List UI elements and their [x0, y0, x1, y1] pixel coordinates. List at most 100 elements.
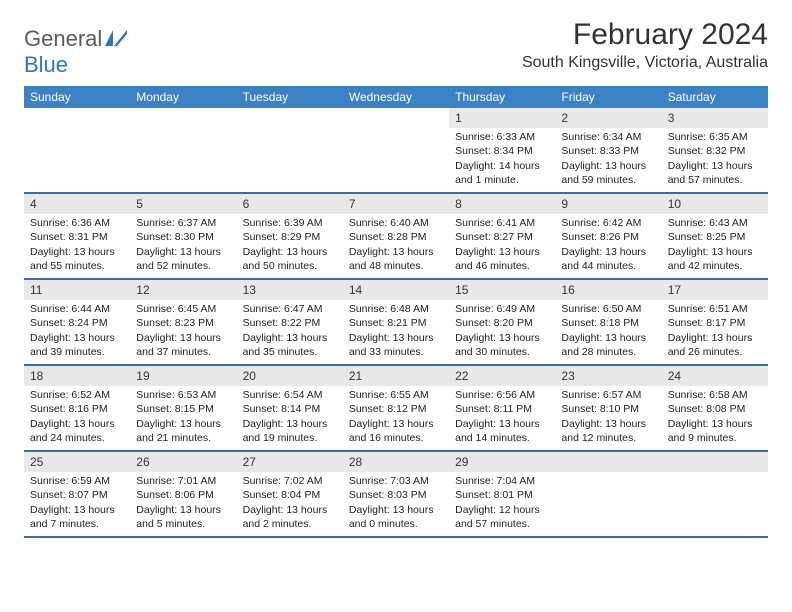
daylight-text: Daylight: 13 hours and 57 minutes. [668, 159, 762, 187]
daylight-text: Daylight: 13 hours and 39 minutes. [30, 331, 124, 359]
week-row: 1Sunrise: 6:33 AMSunset: 8:34 PMDaylight… [24, 108, 768, 194]
daylight-text: Daylight: 13 hours and 48 minutes. [349, 245, 443, 273]
day-body: Sunrise: 6:54 AMSunset: 8:14 PMDaylight:… [237, 386, 343, 449]
day-cell [662, 452, 768, 536]
day-body: Sunrise: 6:51 AMSunset: 8:17 PMDaylight:… [662, 300, 768, 363]
daylight-text: Daylight: 13 hours and 50 minutes. [243, 245, 337, 273]
sunset-text: Sunset: 8:08 PM [668, 402, 762, 416]
sunset-text: Sunset: 8:04 PM [243, 488, 337, 502]
daylight-text: Daylight: 13 hours and 59 minutes. [561, 159, 655, 187]
day-cell: 12Sunrise: 6:45 AMSunset: 8:23 PMDayligh… [130, 280, 236, 364]
week-row: 25Sunrise: 6:59 AMSunset: 8:07 PMDayligh… [24, 452, 768, 538]
day-body: Sunrise: 6:34 AMSunset: 8:33 PMDaylight:… [555, 128, 661, 191]
day-cell: 29Sunrise: 7:04 AMSunset: 8:01 PMDayligh… [449, 452, 555, 536]
calendar: Sunday Monday Tuesday Wednesday Thursday… [24, 86, 768, 538]
sunrise-text: Sunrise: 6:52 AM [30, 388, 124, 402]
sunset-text: Sunset: 8:06 PM [136, 488, 230, 502]
sunrise-text: Sunrise: 6:56 AM [455, 388, 549, 402]
day-cell: 20Sunrise: 6:54 AMSunset: 8:14 PMDayligh… [237, 366, 343, 450]
day-number: 16 [555, 280, 661, 300]
sunrise-text: Sunrise: 6:35 AM [668, 130, 762, 144]
day-body: Sunrise: 6:39 AMSunset: 8:29 PMDaylight:… [237, 214, 343, 277]
day-headers-row: Sunday Monday Tuesday Wednesday Thursday… [24, 86, 768, 108]
daylight-text: Daylight: 13 hours and 12 minutes. [561, 417, 655, 445]
day-number: 20 [237, 366, 343, 386]
sunset-text: Sunset: 8:27 PM [455, 230, 549, 244]
header: General Blue February 2024 South Kingsvi… [24, 18, 768, 78]
day-number: 18 [24, 366, 130, 386]
sunrise-text: Sunrise: 6:55 AM [349, 388, 443, 402]
sunset-text: Sunset: 8:20 PM [455, 316, 549, 330]
day-body: Sunrise: 6:35 AMSunset: 8:32 PMDaylight:… [662, 128, 768, 191]
day-body: Sunrise: 6:52 AMSunset: 8:16 PMDaylight:… [24, 386, 130, 449]
day-cell: 21Sunrise: 6:55 AMSunset: 8:12 PMDayligh… [343, 366, 449, 450]
day-number: 21 [343, 366, 449, 386]
day-cell: 7Sunrise: 6:40 AMSunset: 8:28 PMDaylight… [343, 194, 449, 278]
daylight-text: Daylight: 13 hours and 37 minutes. [136, 331, 230, 359]
day-header: Tuesday [237, 86, 343, 108]
daylight-text: Daylight: 13 hours and 35 minutes. [243, 331, 337, 359]
daylight-text: Daylight: 13 hours and 2 minutes. [243, 503, 337, 531]
sunrise-text: Sunrise: 6:34 AM [561, 130, 655, 144]
daylight-text: Daylight: 13 hours and 26 minutes. [668, 331, 762, 359]
day-number: 28 [343, 452, 449, 472]
daylight-text: Daylight: 13 hours and 9 minutes. [668, 417, 762, 445]
sunrise-text: Sunrise: 7:03 AM [349, 474, 443, 488]
day-header: Friday [555, 86, 661, 108]
sunrise-text: Sunrise: 6:36 AM [30, 216, 124, 230]
sunset-text: Sunset: 8:29 PM [243, 230, 337, 244]
daylight-text: Daylight: 13 hours and 16 minutes. [349, 417, 443, 445]
day-cell: 3Sunrise: 6:35 AMSunset: 8:32 PMDaylight… [662, 108, 768, 192]
day-cell: 25Sunrise: 6:59 AMSunset: 8:07 PMDayligh… [24, 452, 130, 536]
page-container: General Blue February 2024 South Kingsvi… [0, 0, 792, 538]
day-body: Sunrise: 6:57 AMSunset: 8:10 PMDaylight:… [555, 386, 661, 449]
day-cell: 23Sunrise: 6:57 AMSunset: 8:10 PMDayligh… [555, 366, 661, 450]
day-header: Monday [130, 86, 236, 108]
day-cell: 28Sunrise: 7:03 AMSunset: 8:03 PMDayligh… [343, 452, 449, 536]
day-number: 10 [662, 194, 768, 214]
day-header: Sunday [24, 86, 130, 108]
day-body: Sunrise: 7:03 AMSunset: 8:03 PMDaylight:… [343, 472, 449, 535]
sunrise-text: Sunrise: 6:37 AM [136, 216, 230, 230]
sunset-text: Sunset: 8:16 PM [30, 402, 124, 416]
sunrise-text: Sunrise: 6:44 AM [30, 302, 124, 316]
sunset-text: Sunset: 8:25 PM [668, 230, 762, 244]
day-body: Sunrise: 6:48 AMSunset: 8:21 PMDaylight:… [343, 300, 449, 363]
sunrise-text: Sunrise: 6:50 AM [561, 302, 655, 316]
sunset-text: Sunset: 8:07 PM [30, 488, 124, 502]
day-cell: 2Sunrise: 6:34 AMSunset: 8:33 PMDaylight… [555, 108, 661, 192]
sunset-text: Sunset: 8:10 PM [561, 402, 655, 416]
day-body: Sunrise: 6:36 AMSunset: 8:31 PMDaylight:… [24, 214, 130, 277]
day-cell [343, 108, 449, 192]
sunrise-text: Sunrise: 6:39 AM [243, 216, 337, 230]
day-number: 25 [24, 452, 130, 472]
day-number: 29 [449, 452, 555, 472]
sunset-text: Sunset: 8:17 PM [668, 316, 762, 330]
sunrise-text: Sunrise: 6:40 AM [349, 216, 443, 230]
week-row: 11Sunrise: 6:44 AMSunset: 8:24 PMDayligh… [24, 280, 768, 366]
sunrise-text: Sunrise: 6:58 AM [668, 388, 762, 402]
sunset-text: Sunset: 8:21 PM [349, 316, 443, 330]
day-cell [24, 108, 130, 192]
day-cell: 11Sunrise: 6:44 AMSunset: 8:24 PMDayligh… [24, 280, 130, 364]
day-cell: 16 Sunrise: 6:50 AMSunset: 8:18 PMDayligh… [555, 280, 661, 364]
sunrise-text: Sunrise: 6:53 AM [136, 388, 230, 402]
day-header: Wednesday [343, 86, 449, 108]
daylight-text: Daylight: 13 hours and 19 minutes. [243, 417, 337, 445]
sunset-text: Sunset: 8:24 PM [30, 316, 124, 330]
daylight-text: Daylight: 13 hours and 28 minutes. [561, 331, 655, 359]
sunset-text: Sunset: 8:30 PM [136, 230, 230, 244]
day-number: 7 [343, 194, 449, 214]
day-number: 6 [237, 194, 343, 214]
sunset-text: Sunset: 8:18 PM [561, 316, 655, 330]
day-cell: 5Sunrise: 6:37 AMSunset: 8:30 PMDaylight… [130, 194, 236, 278]
day-body: Sunrise: 6:40 AMSunset: 8:28 PMDaylight:… [343, 214, 449, 277]
day-number: 9 [555, 194, 661, 214]
day-number: 22 [449, 366, 555, 386]
month-title: February 2024 [522, 18, 768, 52]
day-number-empty [343, 108, 449, 128]
sunrise-text: Sunrise: 6:49 AM [455, 302, 549, 316]
day-cell: 4Sunrise: 6:36 AMSunset: 8:31 PMDaylight… [24, 194, 130, 278]
daylight-text: Daylight: 13 hours and 14 minutes. [455, 417, 549, 445]
day-body: Sunrise: 6:45 AMSunset: 8:23 PMDaylight:… [130, 300, 236, 363]
